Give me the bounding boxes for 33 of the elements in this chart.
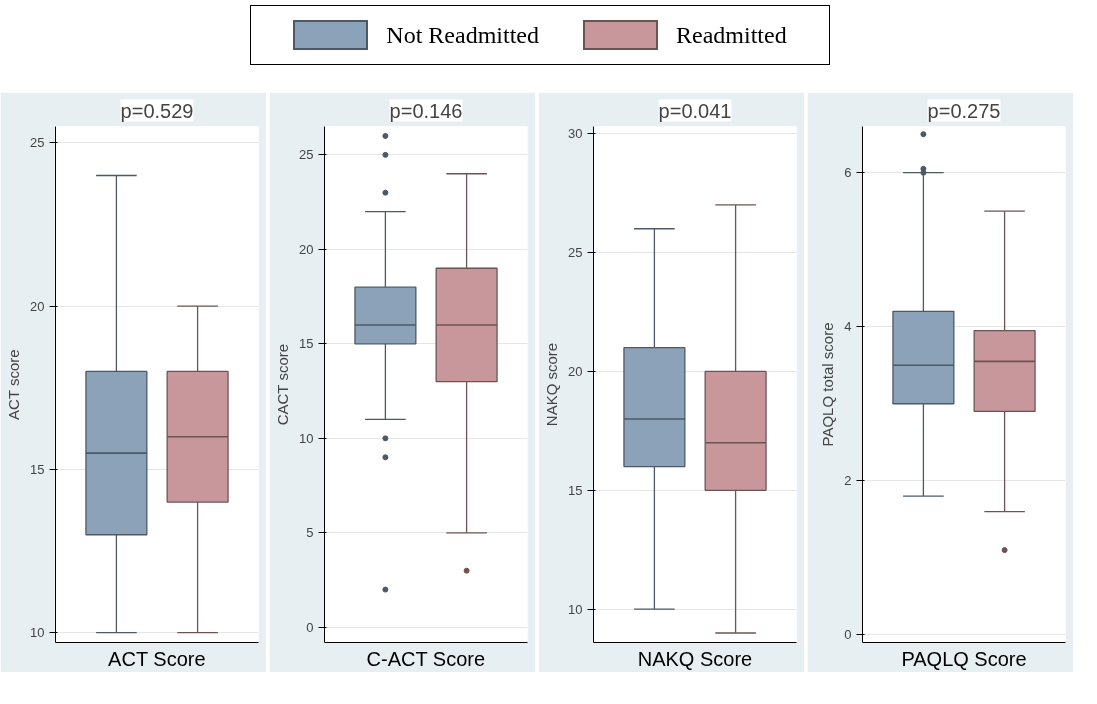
y-tick-label: 30 <box>568 126 583 142</box>
chart-title: p=0.529 <box>120 99 194 122</box>
y-tick-label: 2 <box>844 473 852 489</box>
y-tick-label: 15 <box>299 336 314 352</box>
chart-title: p=0.275 <box>927 99 1001 122</box>
y-tick-label: 10 <box>299 430 314 446</box>
x-axis-title: C-ACT Score <box>366 647 486 670</box>
y-axis-title: CACT score <box>274 343 292 426</box>
y-tick-label: 20 <box>30 298 45 314</box>
legend-label: Not Readmitted <box>386 21 539 50</box>
y-tick-label: 25 <box>299 147 314 163</box>
y-tick-label: 25 <box>30 135 45 151</box>
x-axis-title: NAKQ Score <box>637 647 753 670</box>
x-axis-title: PAQLQ Score <box>901 647 1027 670</box>
chart-title: p=0.146 <box>389 99 463 122</box>
y-axis-title: NAKQ score <box>543 342 561 427</box>
chart-title: p=0.041 <box>658 99 732 122</box>
legend-label: Readmitted <box>676 21 787 50</box>
y-tick-label: 20 <box>299 241 314 257</box>
y-tick-label: 4 <box>844 319 852 335</box>
y-tick-label: 15 <box>30 461 45 477</box>
y-tick-label: 0 <box>306 619 314 635</box>
y-tick-label: 10 <box>568 601 583 617</box>
y-axis-title: ACT score <box>5 349 23 420</box>
y-tick-label: 6 <box>844 165 852 181</box>
y-tick-label: 5 <box>306 525 314 541</box>
y-axis-title: PAQLQ total score <box>819 322 837 447</box>
y-tick-label: 0 <box>844 627 852 643</box>
x-axis-title: ACT Score <box>108 647 206 670</box>
y-tick-label: 25 <box>568 245 583 261</box>
y-tick-label: 10 <box>30 625 45 641</box>
y-tick-label: 20 <box>568 363 583 379</box>
y-tick-label: 15 <box>568 482 583 498</box>
